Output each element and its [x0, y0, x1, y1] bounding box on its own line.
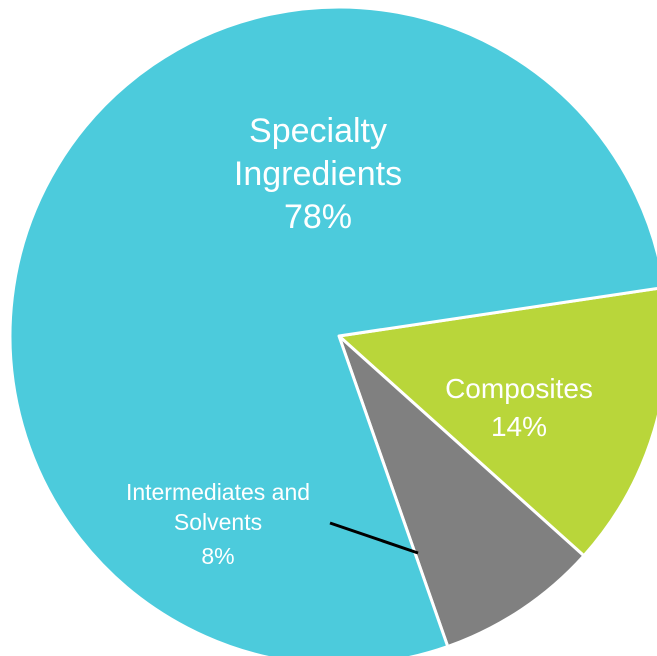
- value-label: 8%: [201, 543, 234, 569]
- label-line: Composites: [445, 373, 593, 404]
- value-label: 14%: [491, 411, 547, 442]
- value-label: 78%: [284, 198, 352, 236]
- leader-line-intermediates: [329, 521, 419, 555]
- label-line: Ingredients: [234, 155, 402, 193]
- label-line: Solvents: [174, 509, 262, 535]
- label-line: Specialty: [249, 112, 387, 150]
- label-line: Intermediates and: [126, 479, 310, 505]
- slice-label-composites: Composites 14%: [445, 373, 593, 442]
- slice-intermediates-and-solvents: [337, 334, 586, 649]
- slice-specialty-ingredients: [8, 5, 657, 656]
- slice-label-specialty-ingredients: Specialty Ingredients 78%: [234, 112, 402, 236]
- slice-composites: [337, 286, 657, 558]
- pie-slices: [8, 5, 657, 656]
- slice-label-intermediates-and-solvents: Intermediates and Solvents 8%: [126, 479, 310, 569]
